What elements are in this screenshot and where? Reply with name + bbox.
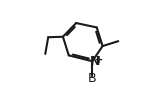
- Text: B: B: [88, 72, 97, 85]
- Text: +: +: [95, 55, 103, 65]
- Text: N: N: [90, 55, 100, 68]
